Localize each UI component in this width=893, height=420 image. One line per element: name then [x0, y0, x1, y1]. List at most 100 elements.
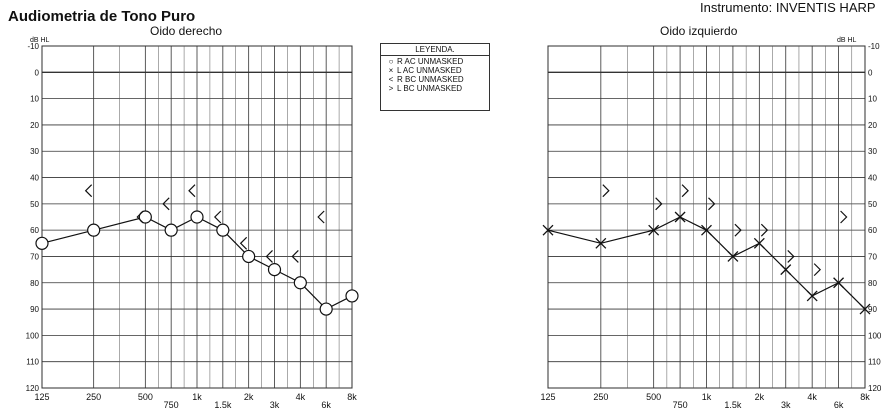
- data-point-bc-left: [655, 197, 663, 211]
- legend: LEYENDA. ○ R AC UNMASKED × L AC UNMASKED <…: [380, 43, 490, 111]
- data-point-x: [542, 224, 554, 236]
- data-point-x: [833, 277, 845, 289]
- data-point-bc-left: [734, 223, 742, 237]
- data-point-bc-right: [239, 236, 248, 250]
- y-tick-label: 80: [30, 279, 39, 288]
- y-tick-label: 120: [26, 384, 40, 393]
- data-point-x: [753, 237, 765, 249]
- x-tick-label: 125: [34, 392, 49, 402]
- data-point-bc-right: [84, 184, 93, 198]
- data-point-x: [859, 303, 871, 315]
- data-point-x: [806, 290, 818, 302]
- y-tick-label: 10: [868, 95, 877, 104]
- y-tick-label: 10: [30, 95, 39, 104]
- data-point-bc-left: [602, 184, 610, 198]
- x-tick-label: 2k: [244, 392, 254, 402]
- y-tick-label: 110: [868, 358, 881, 367]
- x-tick-label: 3k: [270, 400, 280, 410]
- y-axis-label: dB HL: [837, 37, 857, 44]
- data-point-bc-right: [213, 210, 222, 224]
- legend-label: L BC UNMASKED: [397, 84, 463, 93]
- data-point-x: [780, 264, 792, 276]
- y-tick-label: 50: [30, 200, 39, 209]
- legend-label: L AC UNMASKED: [397, 66, 462, 75]
- data-point-bc-right: [291, 250, 299, 263]
- legend-item: < R BC UNMASKED: [385, 75, 485, 84]
- y-tick-label: 100: [26, 331, 40, 340]
- legend-item: × L AC UNMASKED: [385, 66, 485, 75]
- x-tick-label: 1k: [192, 392, 202, 402]
- y-tick-label: -10: [868, 42, 880, 51]
- data-point-x: [595, 237, 607, 249]
- x-tick-label: 250: [86, 392, 101, 402]
- y-tick-label: 40: [868, 174, 877, 183]
- data-point-bc-right: [265, 250, 273, 263]
- x-tick-label: 4k: [807, 392, 817, 402]
- legend-item: > L BC UNMASKED: [385, 84, 485, 93]
- data-point-circle: [138, 210, 152, 224]
- x-tick-label: 3k: [781, 400, 791, 410]
- y-tick-label: 40: [30, 174, 39, 183]
- data-point-x: [648, 224, 660, 236]
- y-tick-label: 120: [868, 384, 882, 393]
- legend-symbol: >: [388, 84, 394, 93]
- data-point-circle: [35, 236, 49, 250]
- x-tick-label: 250: [593, 392, 608, 402]
- data-point-bc-right: [188, 184, 196, 198]
- data-point-x: [701, 224, 712, 236]
- y-tick-label: 20: [868, 121, 877, 130]
- data-point-circle: [164, 223, 178, 237]
- x-tick-label: 6k: [834, 400, 844, 410]
- data-point-circle: [190, 210, 204, 224]
- instrument-label: Instrumento: INVENTIS HARP: [700, 0, 876, 15]
- x-tick-label: 4k: [296, 392, 306, 402]
- data-point-bc-left: [840, 210, 848, 224]
- data-point-bc-left: [760, 223, 769, 237]
- x-tick-label: 1.5k: [214, 400, 232, 410]
- data-point-circle: [267, 263, 282, 277]
- x-tick-label: 750: [164, 400, 179, 410]
- data-point-circle: [293, 276, 307, 290]
- legend-title: LEYENDA.: [381, 44, 489, 56]
- data-point-circle: [319, 302, 333, 316]
- data-point-bc-right: [136, 210, 144, 224]
- x-tick-label: 125: [540, 392, 555, 402]
- y-tick-label: 110: [26, 358, 39, 367]
- legend-symbol: ×: [388, 66, 394, 75]
- data-point-x: [727, 251, 739, 262]
- legend-label: R BC UNMASKED: [397, 75, 464, 84]
- y-tick-label: 90: [868, 305, 877, 314]
- x-tick-label: 1.5k: [724, 400, 742, 410]
- y-axis-label: dB HL: [30, 37, 50, 44]
- data-point-bc-right: [162, 197, 170, 211]
- y-tick-label: -10: [27, 42, 39, 51]
- legend-label: R AC UNMASKED: [397, 57, 464, 66]
- y-tick-label: 0: [868, 68, 873, 77]
- y-tick-label: 50: [868, 200, 877, 209]
- x-tick-label: 8k: [860, 392, 870, 402]
- y-tick-label: 30: [868, 147, 877, 156]
- y-tick-label: 60: [868, 226, 877, 235]
- x-tick-label: 500: [646, 392, 661, 402]
- x-tick-label: 500: [138, 392, 153, 402]
- x-tick-label: 6k: [321, 400, 331, 410]
- y-tick-label: 70: [30, 252, 39, 261]
- y-tick-label: 60: [30, 226, 39, 235]
- x-tick-label: 2k: [755, 392, 765, 402]
- y-tick-label: 30: [30, 147, 39, 156]
- data-point-x: [674, 211, 686, 223]
- data-point-bc-right: [317, 210, 325, 224]
- legend-item: ○ R AC UNMASKED: [385, 57, 485, 66]
- right-ear-chart-title: Oido derecho: [150, 24, 223, 38]
- data-point-bc-left: [681, 184, 689, 198]
- y-tick-label: 100: [868, 331, 882, 340]
- data-point-bc-left: [708, 197, 716, 211]
- legend-symbol: <: [388, 75, 394, 84]
- y-tick-label: 20: [30, 121, 39, 130]
- y-tick-label: 0: [35, 68, 40, 77]
- data-point-circle: [242, 249, 256, 264]
- left-ear-chart-title: Oido izquierdo: [660, 24, 738, 38]
- data-point-circle: [87, 223, 101, 237]
